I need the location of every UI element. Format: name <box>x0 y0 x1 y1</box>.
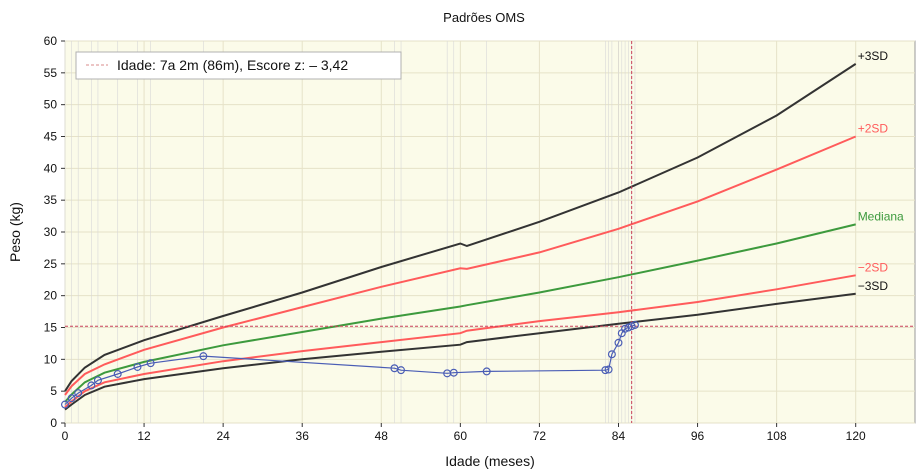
x-tick-label: 24 <box>216 429 230 443</box>
y-tick-label: 45 <box>44 130 58 144</box>
data-point <box>93 376 102 385</box>
y-tick-label: 10 <box>44 352 58 366</box>
x-tick-label: 60 <box>454 429 468 443</box>
reference-curve-3 <box>64 274 856 408</box>
data-point <box>133 362 142 371</box>
x-tick-label: 36 <box>296 429 310 443</box>
data-point <box>146 359 155 368</box>
x-tick-label: 96 <box>691 429 705 443</box>
y-tick-label: 35 <box>44 193 58 207</box>
x-tick-label: 84 <box>612 429 626 443</box>
y-tick-label: 30 <box>44 225 58 239</box>
y-axis-title: Peso (kg) <box>7 202 23 262</box>
chart-title: Padrões OMS <box>443 10 525 25</box>
y-tick-label: 55 <box>44 66 58 80</box>
legend-box <box>75 51 402 80</box>
curve-label: −3SD <box>858 279 889 293</box>
curve-label: Mediana <box>858 209 904 223</box>
reference-curve-1 <box>64 135 857 396</box>
data-point <box>614 338 623 347</box>
y-tick-label: 40 <box>44 161 58 175</box>
y-tick-label: 15 <box>44 321 58 335</box>
curve-label: +2SD <box>858 122 889 136</box>
x-tick-label: 48 <box>375 429 389 443</box>
data-point <box>74 389 83 398</box>
data-point <box>199 352 208 361</box>
x-axis-title: Idade (meses) <box>445 453 534 469</box>
curve-label: −2SD <box>858 260 889 274</box>
legend: Idade: 7a 2m (86m), Escore z: – 3,42 <box>75 51 402 80</box>
data-point <box>601 366 610 375</box>
axis-ticks: 0 12 24 36 48 60 72 84 96 108 120 0 5 10 15 20 25 30 35 40 4… <box>44 34 866 443</box>
data-point <box>449 368 458 377</box>
reference-curve-0 <box>64 63 857 392</box>
x-tick-label: 120 <box>846 429 866 443</box>
data-point <box>87 381 96 390</box>
data-point <box>482 367 491 376</box>
reference-curve-4 <box>64 292 856 411</box>
x-tick-label: 108 <box>767 429 787 443</box>
data-point <box>604 365 613 374</box>
data-point <box>397 366 406 375</box>
y-tick-label: 60 <box>44 34 58 48</box>
data-point <box>60 400 69 409</box>
y-tick-label: 5 <box>50 384 57 398</box>
y-tick-label: 20 <box>44 289 58 303</box>
y-tick-label: 25 <box>44 257 58 271</box>
y-tick-label: 0 <box>50 416 57 430</box>
x-tick-label: 12 <box>137 429 151 443</box>
age-marker <box>65 41 915 423</box>
data-point <box>113 369 122 378</box>
curve-labels: +3SD +2SD Mediana −2SD −3SD <box>858 49 904 293</box>
reference-curve-2 <box>64 223 856 403</box>
x-tick-label: 72 <box>533 429 547 443</box>
legend-label: Idade: 7a 2m (86m), Escore z: – 3,42 <box>117 57 348 73</box>
data-point <box>630 320 639 329</box>
data-point <box>67 394 76 403</box>
x-tick-label: 0 <box>62 429 69 443</box>
patient-points <box>60 320 639 409</box>
data-point <box>607 350 616 359</box>
y-tick-label: 50 <box>44 98 58 112</box>
curve-label: +3SD <box>858 49 889 63</box>
